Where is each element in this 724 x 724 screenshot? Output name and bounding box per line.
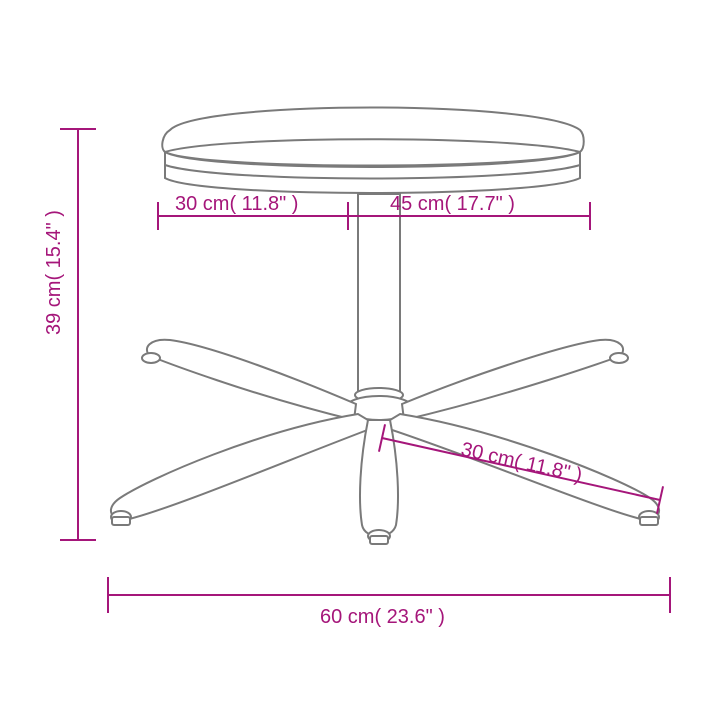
dimension-diagram: 39 cm( 15.4" ) 30 cm( 11.8" ) 45 cm( 17.… bbox=[0, 0, 724, 724]
dimension-seat-depth: 30 cm( 11.8" ) bbox=[158, 193, 348, 230]
dimension-base-width: 60 cm( 23.6" ) bbox=[108, 577, 670, 628]
dimension-seat-width-label: 45 cm( 17.7" ) bbox=[390, 193, 515, 215]
dimension-seat-depth-label: 30 cm( 11.8" ) bbox=[175, 193, 298, 215]
dimension-base-width-label: 60 cm( 23.6" ) bbox=[320, 606, 445, 628]
dimension-height: 39 cm( 15.4" ) bbox=[43, 129, 96, 540]
dimension-height-label: 39 cm( 15.4" ) bbox=[43, 210, 65, 335]
